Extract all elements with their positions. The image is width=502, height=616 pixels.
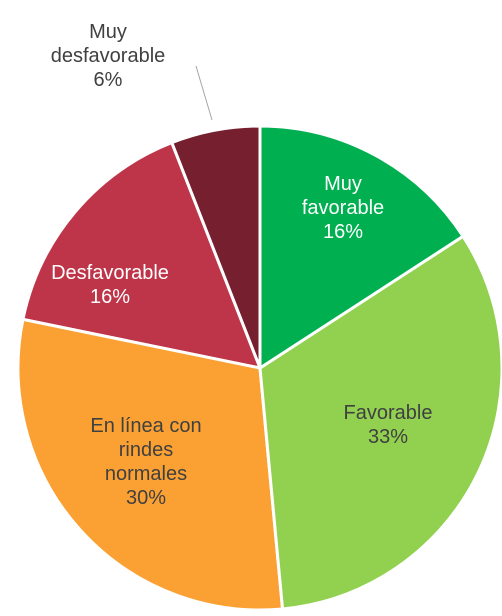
value-label: 16% bbox=[89, 286, 131, 308]
slice-label: Muy favorable 16% bbox=[288, 172, 398, 244]
pie-slice bbox=[21, 140, 263, 371]
pie-slice bbox=[258, 124, 466, 371]
value-label: 6% bbox=[93, 69, 123, 91]
slice-label: Desfavorable 16% bbox=[40, 261, 180, 309]
category-label: Favorable bbox=[343, 402, 433, 424]
category-label: En línea con rindes normales bbox=[90, 415, 202, 485]
slice-label: Muy desfavorable 6% bbox=[38, 20, 178, 92]
slice-label: En línea con rindes normales 30% bbox=[81, 414, 211, 510]
category-label: Muy desfavorable bbox=[50, 21, 166, 67]
pie-slice bbox=[16, 317, 285, 612]
leader-line bbox=[195, 65, 213, 121]
value-label: 16% bbox=[322, 221, 364, 243]
value-label: 30% bbox=[125, 487, 167, 509]
category-label: Muy favorable bbox=[301, 173, 385, 219]
value-label: 33% bbox=[367, 426, 409, 448]
slice-label: Favorable 33% bbox=[323, 401, 453, 449]
category-label: Desfavorable bbox=[51, 262, 169, 284]
